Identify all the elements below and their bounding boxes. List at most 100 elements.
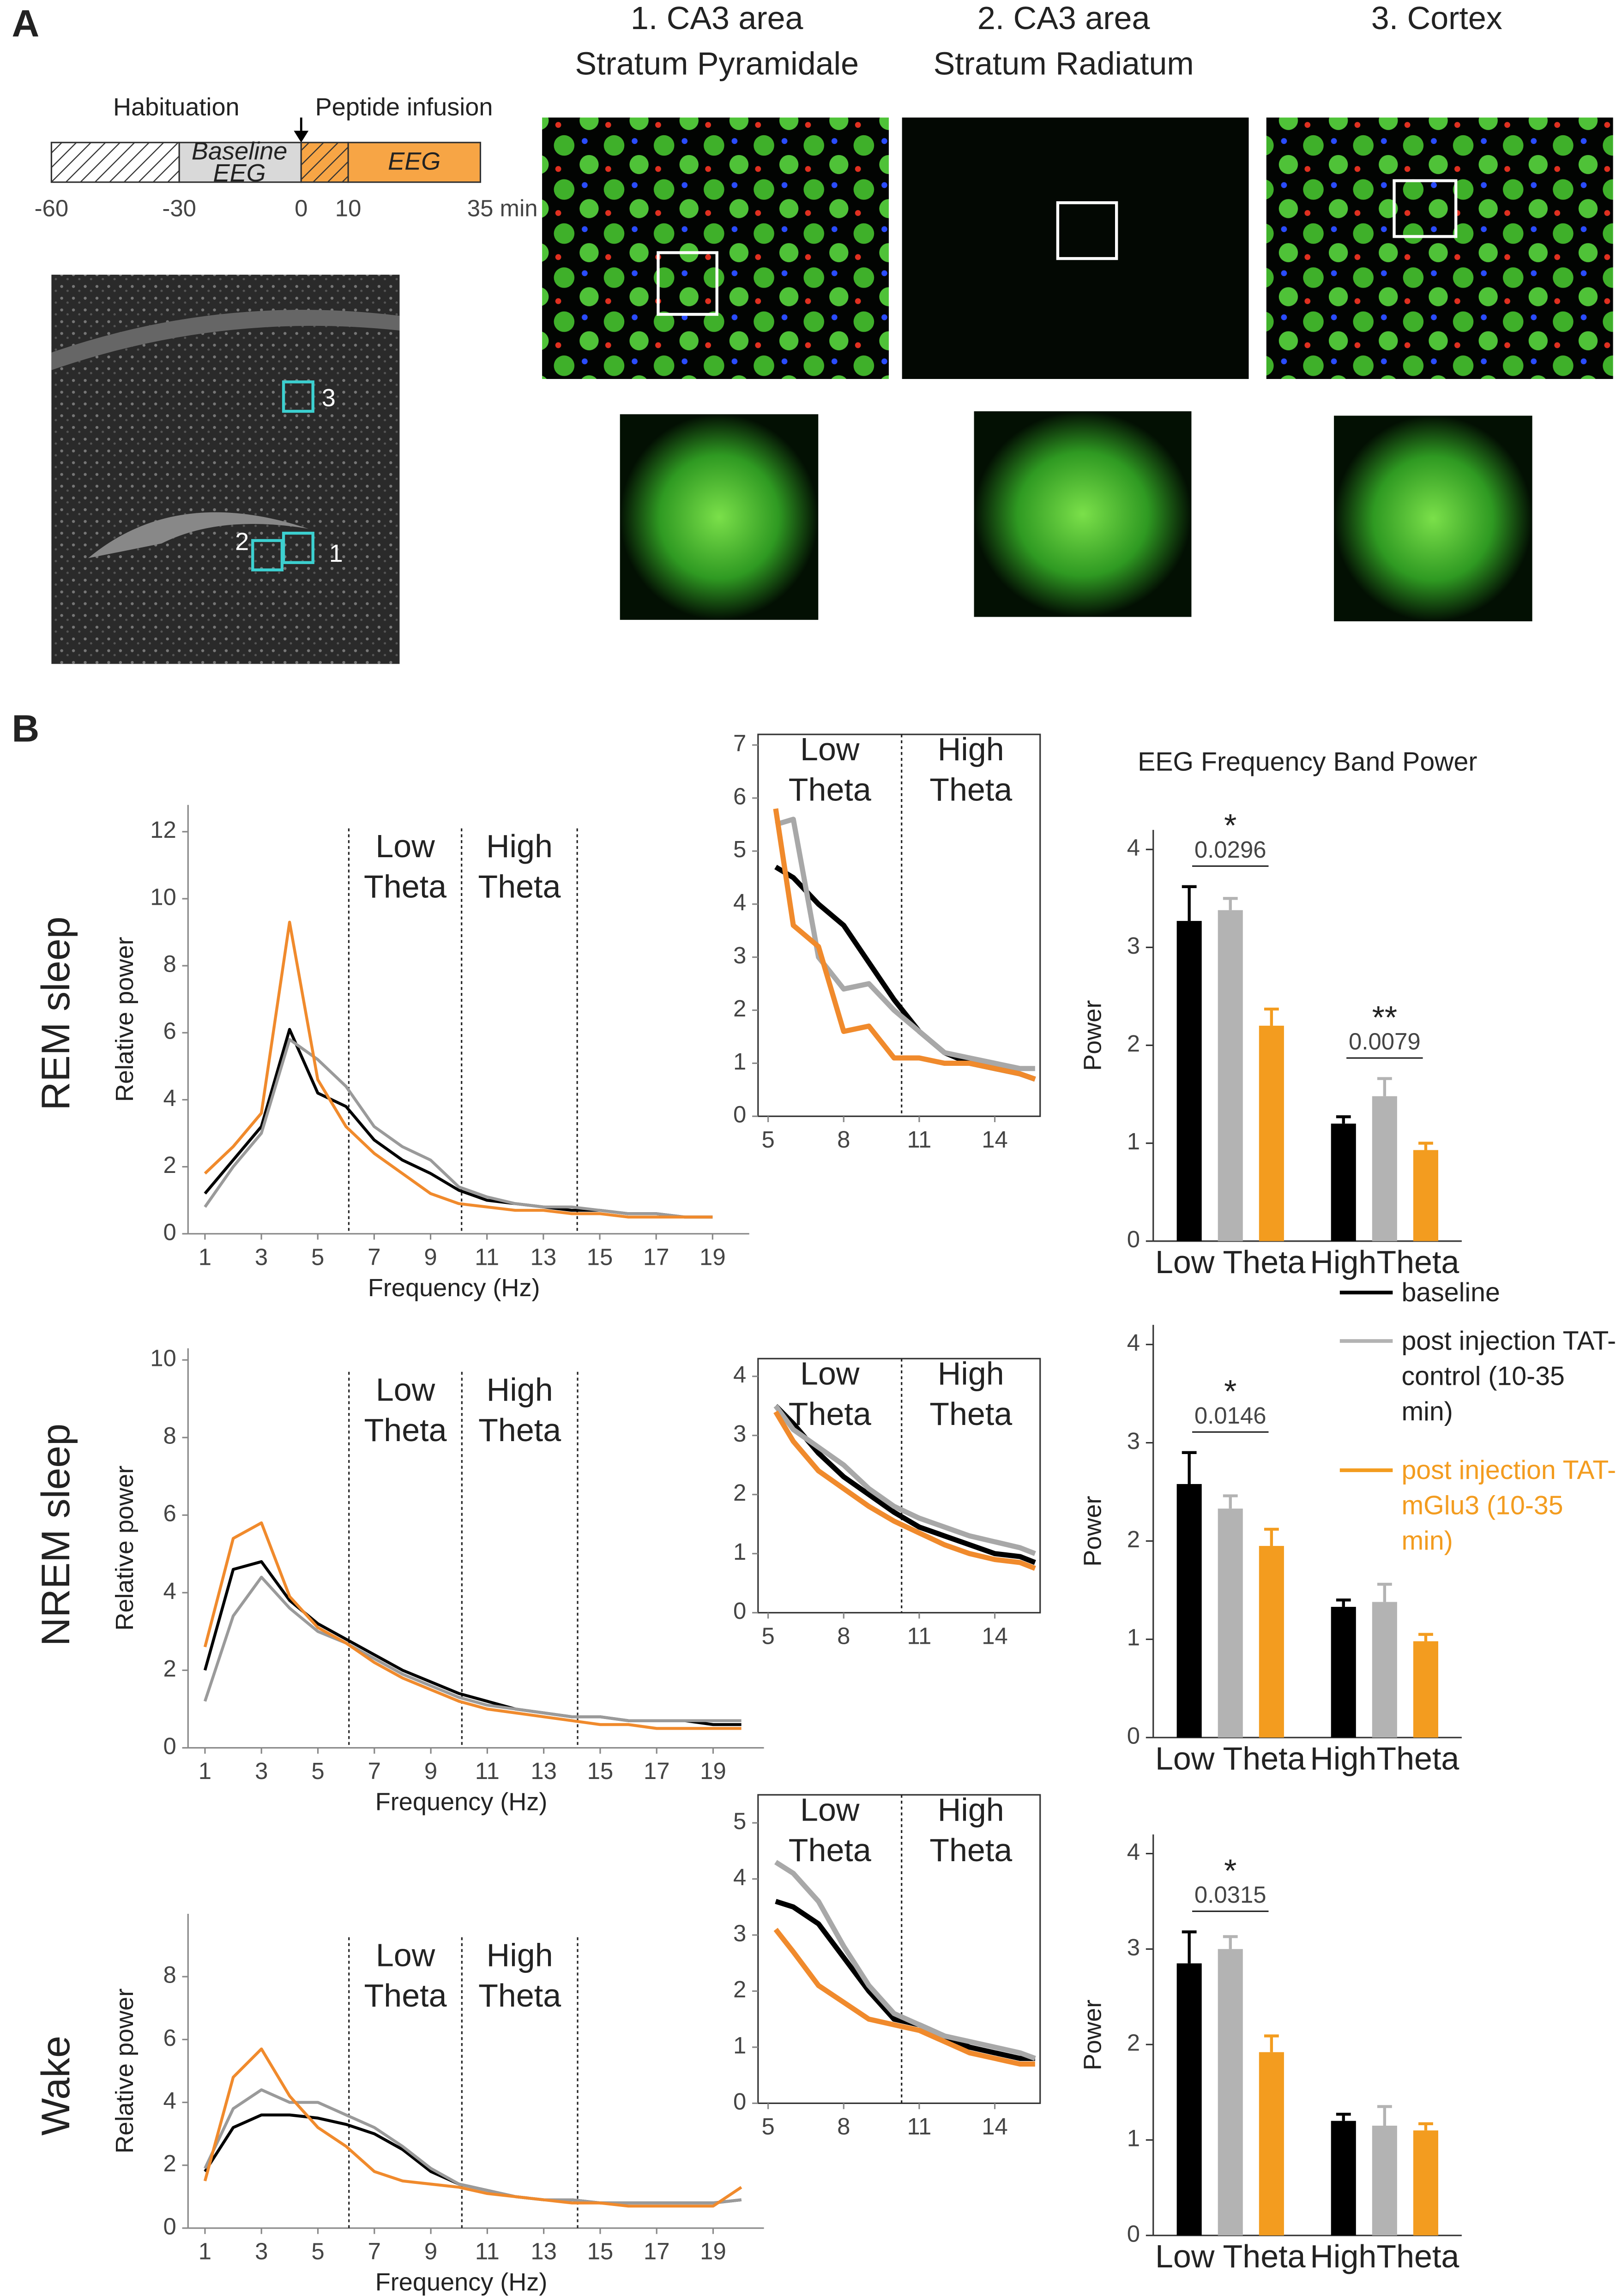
error-bar [1336, 1598, 1351, 1607]
plot-frame [757, 1794, 1041, 2104]
timeline-tick: 35 min [467, 195, 538, 222]
x-tick-label: 13 [531, 2238, 557, 2264]
y-tick-label: 0 [1127, 2220, 1140, 2247]
x-tick-label: HighTheta [1310, 2238, 1459, 2274]
band-label: High Theta [478, 1937, 561, 2014]
y-tick-label: 2 [163, 1152, 176, 1178]
y-tick-label: 1 [733, 1048, 746, 1075]
bar [1259, 2052, 1284, 2236]
x-tick-label: 11 [475, 1758, 500, 1784]
x-tick-label: Low Theta [1155, 1741, 1306, 1777]
bar [1372, 2125, 1397, 2236]
band-label: High Theta [929, 1356, 1012, 1432]
y-tick-label: 4 [163, 2087, 176, 2114]
y-tick-label: 0 [733, 1101, 746, 1128]
chart-title: EEG Frequency Band Power [1138, 747, 1477, 777]
bar [1413, 1150, 1438, 1241]
region-label: 1 [329, 540, 343, 567]
phase [50, 142, 180, 183]
p-value: 0.0079 [1349, 1028, 1421, 1055]
error-bar [1182, 885, 1197, 921]
legend-entry: post injection TAT-mGlu3 (10-35 min) [1401, 1455, 1616, 1555]
y-tick-label: 3 [733, 1920, 746, 1946]
x-tick-label: 14 [982, 2113, 1008, 2140]
y-tick-label: 1 [1127, 1128, 1140, 1154]
x-tick-label: 13 [531, 1758, 557, 1784]
image-title: 2. CA3 area [977, 0, 1150, 36]
zoom-box [1056, 201, 1118, 260]
error-bar [1223, 1494, 1238, 1509]
timeline-label: Peptide infusion [315, 93, 493, 121]
timeline-tick: 10 [335, 195, 362, 222]
micrograph [542, 117, 889, 379]
y-tick-label: 0 [163, 1733, 176, 1759]
row-label: NREM sleep [34, 1424, 78, 1646]
legend-entry: baseline [1401, 1278, 1500, 1307]
y-axis-label: Power [1079, 2000, 1107, 2070]
error-bar [1182, 1451, 1197, 1484]
panel-label: B [12, 707, 39, 750]
band-label: Low Theta [789, 1792, 871, 1869]
significance: * [1224, 1852, 1236, 1888]
band-label: Low Theta [789, 1356, 871, 1432]
bar [1259, 1546, 1284, 1738]
y-tick-label: 0 [733, 2088, 746, 2115]
y-tick-label: 0 [163, 2213, 176, 2239]
phase [347, 142, 482, 183]
row-label: REM sleep [34, 917, 78, 1111]
x-tick-label: 5 [761, 1126, 774, 1153]
y-tick-label: 6 [163, 2025, 176, 2051]
x-tick-label: 1 [199, 2238, 211, 2264]
y-tick-label: 3 [733, 1420, 746, 1447]
y-tick-label: 4 [163, 1578, 176, 1604]
y-tick-label: 8 [163, 1962, 176, 1988]
y-tick-label: 7 [733, 730, 746, 756]
y-axis-label: Power [1079, 1496, 1107, 1566]
y-axis-label: Relative power [111, 1989, 139, 2154]
y-tick-label: 2 [733, 995, 746, 1022]
bar [1372, 1602, 1397, 1738]
panel-label: A [12, 2, 39, 45]
y-tick-label: 4 [163, 1085, 176, 1111]
x-tick-label: HighTheta [1310, 1741, 1459, 1777]
bar [1218, 1949, 1243, 2236]
x-tick-label: 9 [424, 1758, 437, 1784]
timeline-tick: -30 [162, 195, 196, 222]
series-line [773, 1404, 1036, 1556]
x-tick-label: 8 [837, 1126, 850, 1153]
y-tick-label: 3 [1127, 1428, 1140, 1454]
p-value: 0.0315 [1194, 1881, 1266, 1908]
x-tick-label: 9 [424, 2238, 437, 2264]
x-tick-label: 17 [644, 1758, 670, 1784]
x-tick-label: 15 [587, 2238, 614, 2264]
series-line [204, 1028, 713, 1219]
band-label: Low Theta [364, 829, 446, 905]
bar [1259, 1026, 1284, 1241]
error-bar [1264, 1527, 1279, 1546]
error-bar [1336, 1115, 1351, 1124]
y-tick-label: 0 [733, 1598, 746, 1624]
brain-layer [88, 512, 309, 559]
bar [1331, 1124, 1356, 1241]
x-tick-label: 13 [531, 1244, 557, 1270]
y-tick-label: 6 [163, 1018, 176, 1044]
legend-label: baseline [1401, 1278, 1500, 1307]
x-tick-label: 3 [255, 1758, 268, 1784]
y-axis-label: Relative power [111, 1466, 139, 1631]
plot-frame [757, 733, 1041, 1117]
y-tick-label: 4 [1127, 1839, 1140, 1865]
x-tick-label: Low Theta [1155, 2238, 1306, 2274]
x-tick-label: 5 [761, 1623, 774, 1649]
y-tick-label: 10 [150, 1345, 176, 1371]
band-label: High Theta [929, 732, 1012, 808]
series-line [204, 2088, 742, 2205]
significance: * [1224, 1373, 1236, 1409]
x-tick-label: 1 [199, 1244, 211, 1270]
error-bar [1418, 1633, 1433, 1641]
legend-label: post injection TAT-control (10-35 min) [1401, 1326, 1616, 1426]
x-axis-label: Frequency (Hz) [375, 1788, 548, 1816]
y-tick-label: 4 [733, 1361, 746, 1388]
y-tick-label: 3 [1127, 932, 1140, 959]
bar [1331, 1607, 1356, 1738]
